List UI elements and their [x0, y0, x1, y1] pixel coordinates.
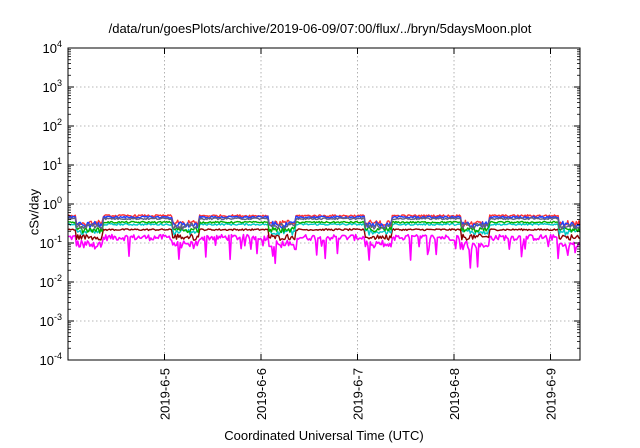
y-tick-label: 100 [43, 195, 62, 212]
y-tick-label: 103 [43, 78, 62, 95]
y-tick-label: 10-3 [40, 312, 62, 329]
x-axis-label: Coordinated Universal Time (UTC) [224, 428, 424, 443]
y-tick-label: 101 [43, 156, 62, 173]
series-line-3 [67, 220, 581, 234]
y-tick-label: 10-2 [40, 273, 62, 290]
series-line-0 [67, 233, 581, 269]
y-ticks: 10-4 10-3 10-2 10-1 100 101 102 103 104 [40, 39, 580, 368]
x-tick-label: 2019-6-5 [158, 368, 173, 420]
series-line-1 [67, 228, 581, 241]
series-line-6 [67, 217, 581, 231]
y-tick-label: 102 [43, 117, 62, 134]
x-tick-label: 2019-6-9 [544, 368, 559, 420]
y-tick-label: 104 [43, 39, 62, 56]
series-group [67, 214, 581, 269]
series-line-5 [67, 215, 581, 229]
x-ticks: 2019-6-5 2019-6-6 2019-6-7 2019-6-8 2019-6-9 [158, 48, 559, 420]
x-tick-label: 2019-6-8 [447, 368, 462, 420]
y-tick-label: 10-1 [40, 234, 62, 251]
x-tick-label: 2019-6-6 [254, 368, 269, 420]
x-tick-label: 2019-6-7 [351, 368, 366, 420]
grid-lines [68, 48, 580, 360]
series-line-4 [67, 214, 581, 228]
series-line-2 [67, 222, 581, 236]
y-tick-label: 10-4 [40, 351, 62, 368]
chart-title: /data/run/goesPlots/archive/2019-06-09/0… [108, 21, 532, 36]
